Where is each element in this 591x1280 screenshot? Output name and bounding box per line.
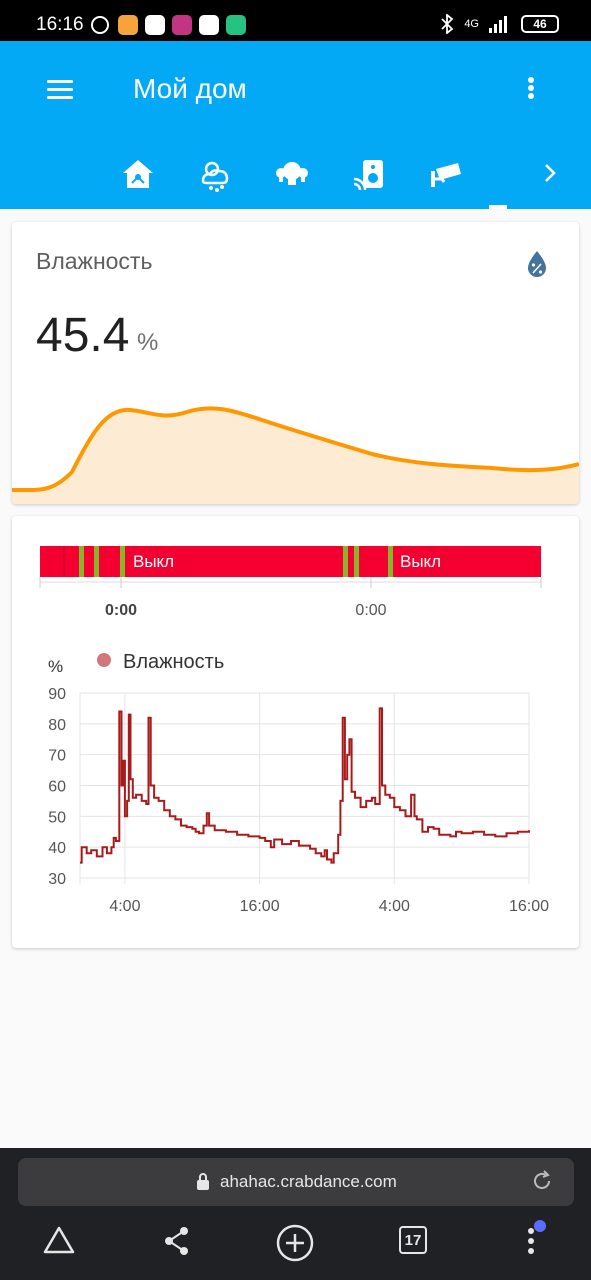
history-card: Выкл Выкл 0:00 0:00 % Влажность 90 80 70 60… (12, 516, 579, 948)
cctv-icon (431, 163, 461, 187)
tab-lights[interactable] (274, 157, 314, 197)
x-tick-label: 16:00 (240, 898, 280, 915)
timeline-on-segment (354, 546, 359, 577)
tabs-count: 17 (399, 1226, 427, 1254)
sparkline-area (12, 408, 579, 504)
security-app-icon (226, 15, 246, 35)
lightbulbs-icon (276, 162, 308, 185)
mail-app-icon (145, 15, 165, 35)
page-title: Мой дом (133, 73, 247, 104)
browser-menu-button[interactable] (524, 1224, 538, 1263)
timeline-tick-label: 0:00 (105, 602, 137, 619)
status-bar: 16:16 4G 46 (0, 0, 591, 41)
humidity-series-line (80, 707, 530, 864)
signal-icon (489, 16, 507, 33)
home-automation-icon (123, 160, 153, 188)
tab-cameras[interactable] (428, 157, 468, 197)
sensor-name: Влажность (36, 248, 153, 274)
timeline-off-bar (40, 546, 541, 577)
battery-level: 46 (533, 17, 547, 31)
humidity-sensor-card[interactable]: Влажность 45.4 % (12, 222, 579, 504)
timeline-on-segment (388, 546, 393, 577)
sparkline-graph (12, 406, 579, 504)
new-tab-button[interactable] (276, 1224, 314, 1267)
view-tabs (0, 153, 591, 209)
status-right: 4G 46 (440, 14, 559, 34)
sensor-unit: % (137, 329, 159, 356)
tab-media[interactable] (351, 157, 391, 197)
timeline-on-segment (120, 546, 125, 577)
more-vert-icon (528, 1228, 534, 1254)
browser-home-icon (43, 1226, 75, 1254)
y-tick-label: 40 (48, 840, 66, 857)
share-button[interactable] (162, 1224, 192, 1263)
y-tick-label: 70 (48, 748, 66, 765)
instagram-icon (172, 15, 192, 35)
state-timeline[interactable]: Выкл Выкл 0:00 0:00 (39, 546, 542, 619)
battery-indicator: 46 (521, 15, 559, 33)
notification-dot (534, 1220, 546, 1232)
timeline-state-label: Выкл (133, 552, 174, 571)
plus-circle-icon (276, 1224, 314, 1262)
sparkline-line (12, 406, 579, 493)
y-tick-label: 80 (48, 717, 66, 734)
menu-button[interactable] (43, 75, 77, 103)
y-tick-label: 30 (48, 871, 66, 888)
timeline-on-segment (343, 546, 348, 577)
legend-label: Влажность (123, 651, 224, 673)
app-header: Мой дом (0, 41, 591, 209)
app-notification-icon (199, 15, 219, 35)
tab-weather[interactable] (197, 157, 237, 197)
timeline-tick-label: 0:00 (355, 602, 386, 619)
alarm-icon (91, 16, 109, 34)
timeline-state-label: Выкл (400, 552, 441, 571)
sensor-value: 45.4 (36, 309, 130, 362)
status-time: 16:16 (36, 14, 84, 35)
x-tick-label: 4:00 (109, 898, 140, 915)
more-options-button[interactable] (518, 75, 544, 105)
lock-icon (197, 1173, 209, 1190)
notes-app-icon (118, 15, 138, 35)
tabs-next-button[interactable] (538, 161, 562, 190)
x-tick-label: 16:00 (509, 898, 549, 915)
y-tick-label: 50 (48, 809, 66, 826)
water-percent-icon (526, 250, 548, 283)
browser-nav: 17 (0, 1218, 591, 1278)
timeline-on-segment (79, 546, 84, 577)
url-text: ahahac.crabdance.com (220, 1172, 397, 1191)
reload-icon (534, 1170, 550, 1189)
weather-snowy-icon (201, 161, 229, 192)
bluetooth-icon (441, 14, 454, 34)
timeline-on-segment (94, 546, 99, 577)
y-tick-label: 60 (48, 779, 66, 796)
share-icon (165, 1227, 188, 1255)
tabs-button[interactable]: 17 (399, 1226, 427, 1254)
humidity-history-chart[interactable]: % Влажность 90 80 70 60 50 40 30 4:00 16:00 4:00… (48, 651, 549, 915)
url-bar[interactable]: ahahac.crabdance.com (18, 1158, 574, 1206)
network-type: 4G (464, 18, 479, 30)
history-graphs: Выкл Выкл 0:00 0:00 % Влажность 90 80 70 60… (39, 546, 549, 915)
chevron-right-icon (545, 164, 556, 182)
home-button[interactable] (42, 1224, 76, 1263)
y-tick-label: 90 (48, 686, 66, 703)
x-tick-label: 4:00 (379, 898, 410, 915)
browser-bar: ahahac.crabdance.com 17 (0, 1148, 591, 1280)
legend-swatch (97, 653, 111, 667)
speaker-wireless-icon (353, 160, 383, 191)
active-tab-indicator (489, 205, 507, 209)
y-axis-unit: % (48, 657, 63, 676)
tab-home[interactable] (120, 157, 160, 197)
